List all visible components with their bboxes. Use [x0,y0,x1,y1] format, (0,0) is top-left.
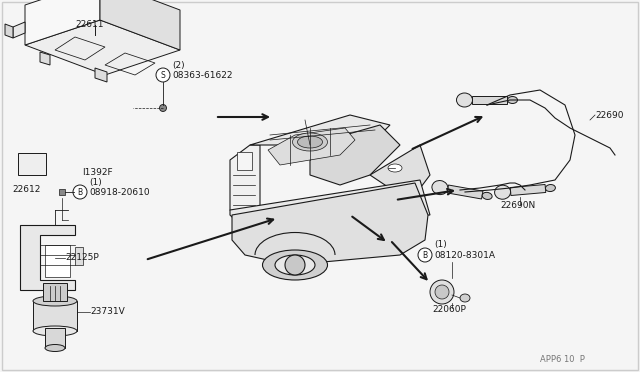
Ellipse shape [482,192,492,199]
Text: 08120-8301A: 08120-8301A [434,250,495,260]
Circle shape [430,280,454,304]
Ellipse shape [33,326,77,336]
Polygon shape [447,185,483,199]
Circle shape [159,105,166,112]
Text: (1): (1) [434,241,447,250]
Ellipse shape [432,180,448,195]
Bar [237,152,252,170]
Polygon shape [13,22,25,38]
Bar [33,301,77,331]
Ellipse shape [33,296,77,306]
Ellipse shape [545,185,556,192]
Text: 22125P: 22125P [65,253,99,263]
Polygon shape [268,128,355,165]
Ellipse shape [298,136,323,148]
Bar [75,247,83,265]
Polygon shape [100,0,180,50]
Text: 22060P: 22060P [432,305,466,314]
Text: S: S [161,71,165,80]
Text: 22690: 22690 [595,110,623,119]
Ellipse shape [388,164,402,172]
Ellipse shape [460,294,470,302]
Ellipse shape [292,133,328,151]
Circle shape [156,68,170,82]
Text: (1): (1) [89,177,102,186]
Polygon shape [370,145,430,195]
Polygon shape [5,24,13,38]
Polygon shape [95,68,107,82]
Ellipse shape [45,344,65,352]
Text: 22690N: 22690N [500,201,535,209]
Polygon shape [510,185,546,196]
Bar [45,328,65,348]
Ellipse shape [262,250,328,280]
Text: APP6 10  P: APP6 10 P [540,356,585,365]
Circle shape [73,185,87,199]
Polygon shape [232,183,428,265]
Polygon shape [230,180,430,225]
Bar [59,189,65,195]
Text: B: B [422,250,428,260]
Circle shape [435,285,449,299]
Ellipse shape [495,185,511,199]
Text: 22611: 22611 [75,20,104,29]
Text: 08918-20610: 08918-20610 [89,187,150,196]
Ellipse shape [508,96,518,103]
Polygon shape [25,0,100,45]
Text: (2): (2) [172,61,184,70]
Ellipse shape [456,93,472,107]
Text: 22612: 22612 [12,185,40,194]
Text: 08363-61622: 08363-61622 [172,71,232,80]
Polygon shape [250,115,390,145]
Ellipse shape [275,255,315,275]
Polygon shape [310,125,400,185]
Polygon shape [25,20,180,75]
Bar [18,153,46,175]
Bar [43,283,67,301]
Bar [45,245,70,277]
Circle shape [285,255,305,275]
Text: l1392F: l1392F [82,167,113,176]
Polygon shape [40,52,50,65]
Circle shape [418,248,432,262]
Polygon shape [230,145,260,215]
Polygon shape [20,225,75,290]
Polygon shape [472,96,508,104]
Text: B: B [77,187,83,196]
Text: 23731V: 23731V [90,308,125,317]
